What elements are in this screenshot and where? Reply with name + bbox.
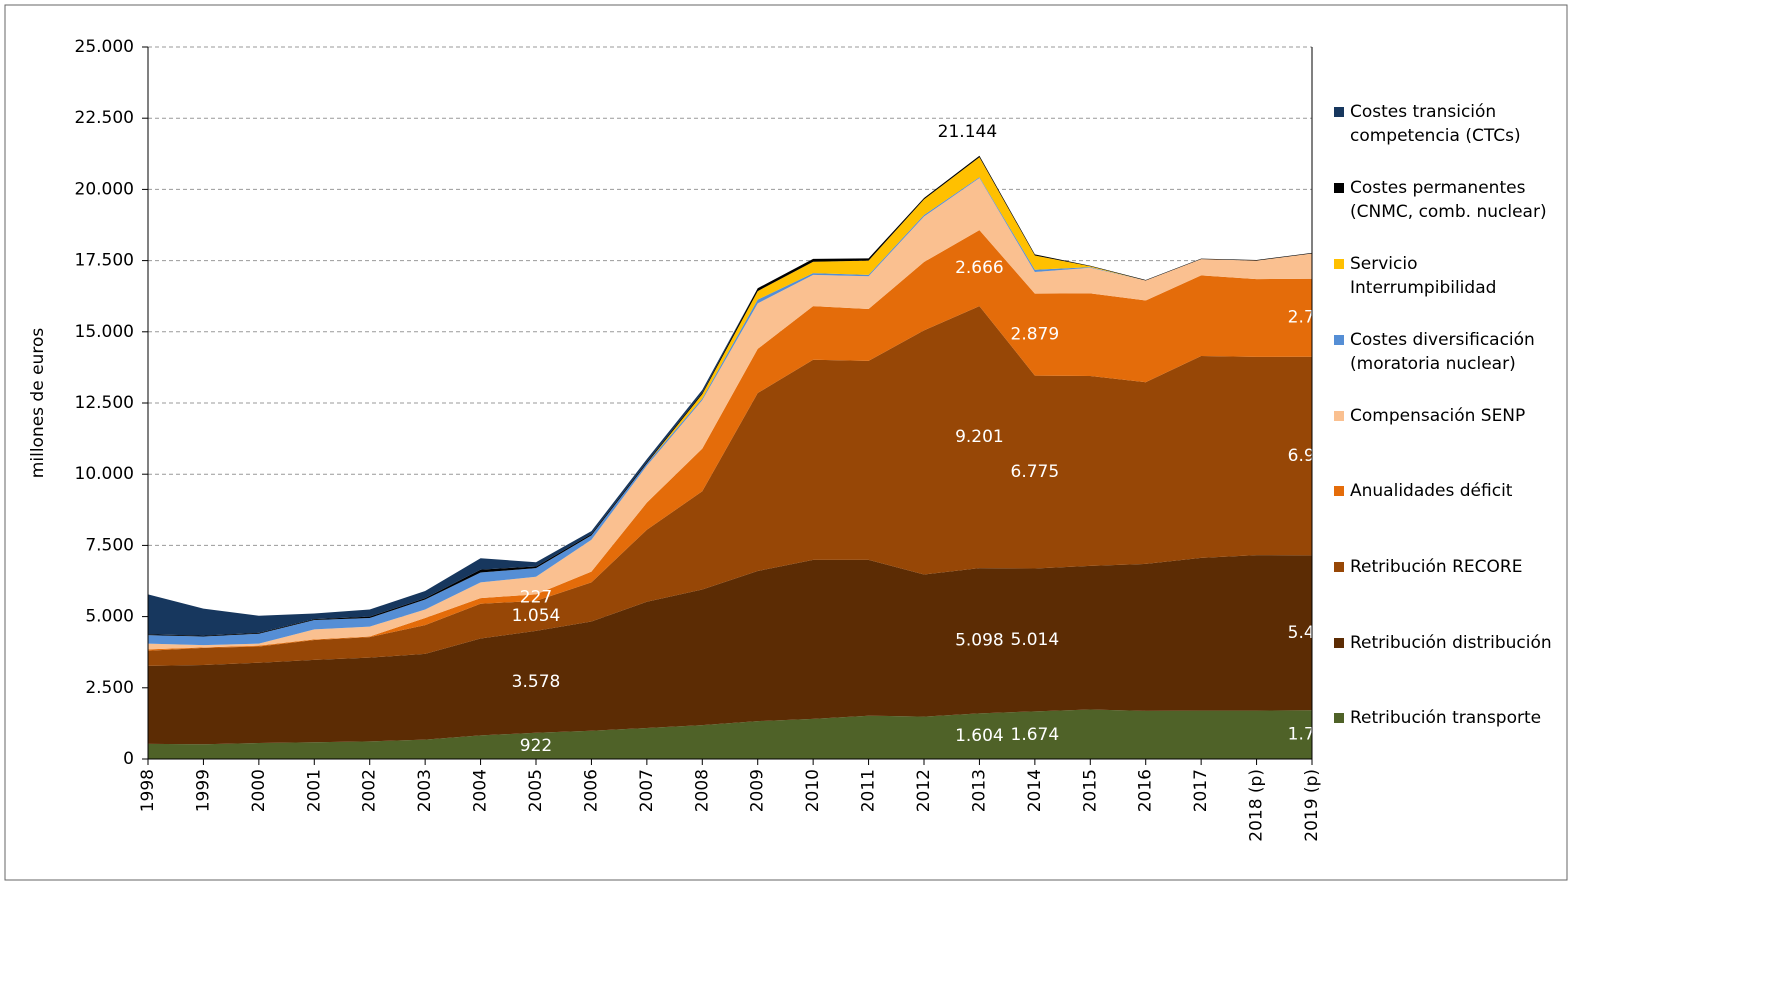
x-tick-label: 1998	[138, 769, 158, 812]
legend-label: Anualidades déficit	[1350, 481, 1513, 501]
legend-item: Costes diversificación (moratoria nuclea…	[1334, 328, 1564, 376]
data-label: 922	[520, 736, 552, 756]
x-tick-label: 2007	[637, 769, 657, 812]
legend-swatch	[1334, 638, 1344, 648]
data-label: 6.775	[1011, 462, 1060, 482]
legend-item: Retribución distribución	[1334, 631, 1564, 655]
y-tick-label: 0	[123, 749, 134, 769]
legend-swatch	[1334, 107, 1344, 117]
x-tick-label: 2014	[1025, 769, 1045, 812]
legend-label: Costes permanentes (CNMC, comb. nuclear)	[1350, 178, 1547, 222]
data-label: 1.674	[1011, 725, 1060, 745]
y-tick-label: 7.500	[85, 535, 134, 555]
legend-swatch	[1334, 713, 1344, 723]
x-tick-label: 2015	[1080, 769, 1100, 812]
x-tick-label: 2010	[803, 769, 823, 812]
legend-item: Retribución transporte	[1334, 706, 1564, 730]
data-label: 1.054	[512, 606, 561, 626]
x-tick-label: 1999	[193, 769, 213, 812]
x-tick-label: 2003	[415, 769, 435, 812]
x-tick-label: 2004	[471, 769, 491, 812]
legend-item: Anualidades déficit	[1334, 479, 1564, 503]
x-tick-label: 2018 (p)	[1247, 769, 1267, 842]
data-label: 2.879	[1011, 325, 1060, 345]
x-tick-label: 2005	[526, 769, 546, 812]
legend-label: Costes diversificación (moratoria nuclea…	[1350, 330, 1535, 374]
y-axis-label: millones de euros	[28, 328, 48, 479]
x-tick-label: 2000	[249, 769, 269, 812]
legend-label: Costes transición competencia (CTCs)	[1350, 102, 1521, 146]
y-tick-label: 25.000	[75, 37, 134, 57]
legend-swatch	[1334, 486, 1344, 496]
x-tick-label: 2019 (p)	[1302, 769, 1322, 842]
area	[148, 709, 1312, 759]
legend-swatch	[1334, 259, 1344, 269]
data-label: 1.604	[955, 726, 1004, 746]
y-tick-label: 20.000	[75, 179, 134, 199]
x-tick-label: 2002	[360, 769, 380, 812]
chart-border	[4, 4, 1568, 881]
x-tick-label: 2008	[692, 769, 712, 812]
y-tick-label: 15.000	[75, 322, 134, 342]
data-label: 2.666	[955, 258, 1004, 278]
data-label: 5.098	[955, 631, 1004, 651]
y-tick-label: 12.500	[75, 393, 134, 413]
x-tick-label: 2017	[1191, 769, 1211, 812]
y-tick-label: 22.500	[75, 108, 134, 128]
legend-swatch	[1334, 411, 1344, 421]
x-tick-label: 2009	[748, 769, 768, 812]
legend-item: Costes permanentes (CNMC, comb. nuclear)	[1334, 176, 1564, 224]
legend-item: Compensación SENP	[1334, 404, 1564, 428]
y-tick-label: 10.000	[75, 464, 134, 484]
x-tick-label: 2001	[304, 769, 324, 812]
x-tick-label: 2006	[581, 769, 601, 812]
legend-swatch	[1334, 562, 1344, 572]
legend-label: Servicio Interrumpibilidad	[1350, 254, 1497, 298]
legend-label: Retribución transporte	[1350, 708, 1542, 728]
area	[148, 555, 1312, 745]
total-label: 21.144	[938, 122, 997, 142]
legend-item: Costes transición competencia (CTCs)	[1334, 100, 1564, 148]
y-tick-label: 2.500	[85, 678, 134, 698]
data-label: 9.201	[955, 427, 1004, 447]
legend-label: Compensación SENP	[1350, 406, 1526, 426]
data-label: 3.578	[512, 672, 561, 692]
legend-label: Retribución distribución	[1350, 633, 1552, 653]
legend-item: Retribución RECORE	[1334, 555, 1564, 579]
y-tick-label: 5.000	[85, 607, 134, 627]
x-tick-label: 2016	[1136, 769, 1156, 812]
data-label: 5.014	[1011, 630, 1060, 650]
legend-swatch	[1334, 335, 1344, 345]
x-tick-label: 2011	[859, 769, 879, 812]
area	[148, 306, 1312, 666]
x-tick-label: 2013	[969, 769, 989, 812]
legend-item: Servicio Interrumpibilidad	[1334, 252, 1564, 300]
data-label: 227	[520, 588, 552, 608]
areas	[148, 155, 1312, 759]
y-tick-label: 17.500	[75, 251, 134, 271]
legend-swatch	[1334, 183, 1344, 193]
legend-label: Retribución RECORE	[1350, 557, 1523, 577]
area	[148, 230, 1312, 651]
x-tick-label: 2012	[914, 769, 934, 812]
